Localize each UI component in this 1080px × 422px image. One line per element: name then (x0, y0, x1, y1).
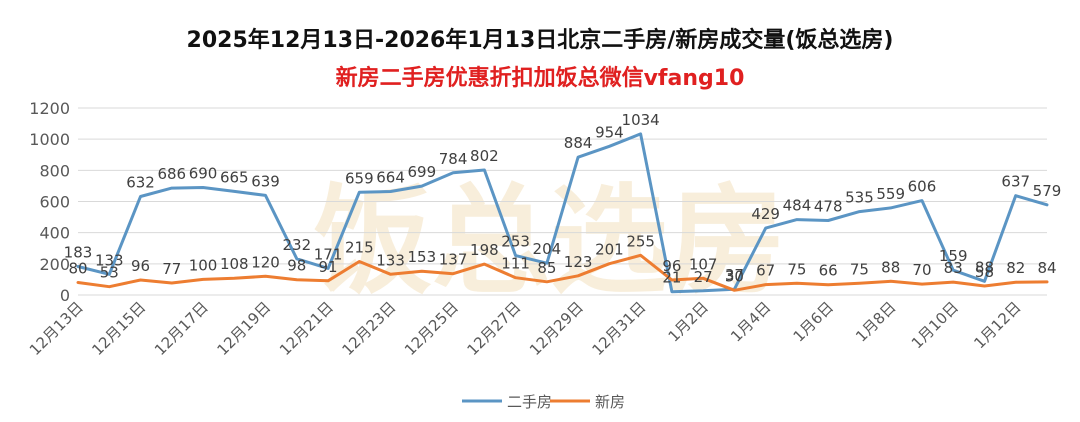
y-tick-label: 800 (39, 161, 70, 180)
data-label: 133 (95, 251, 124, 269)
data-label: 183 (64, 243, 93, 261)
data-label: 478 (814, 198, 843, 216)
data-label: 664 (376, 169, 405, 187)
data-label: 30 (725, 267, 744, 285)
data-label: 232 (282, 236, 311, 254)
data-label: 67 (756, 262, 775, 280)
data-label: 85 (537, 259, 556, 277)
data-label: 665 (220, 168, 249, 186)
data-label: 201 (595, 241, 624, 259)
data-label: 123 (564, 253, 593, 271)
grid (78, 107, 1047, 296)
x-tick-label: 1月6日 (790, 298, 837, 345)
y-tick-label: 400 (39, 224, 70, 243)
data-label: 659 (345, 169, 374, 187)
x-tick-label: 1月12日 (970, 298, 1024, 352)
data-label: 91 (319, 258, 338, 276)
data-label: 429 (751, 205, 780, 223)
legend: 二手房 新房 (462, 393, 625, 411)
chart-title: 2025年12月13日-2026年1月13日北京二手房/新房成交量(饭总选房) (186, 28, 894, 53)
data-label: 58 (975, 263, 994, 281)
series-line-second-hand (76, 132, 1049, 294)
x-tick-label: 12月19日 (213, 298, 274, 359)
data-label: 159 (939, 247, 968, 265)
data-label: 37 (725, 266, 744, 284)
data-label: 75 (850, 260, 869, 278)
data-label: 204 (533, 240, 562, 258)
data-label: 133 (376, 251, 405, 269)
data-label: 137 (439, 251, 468, 269)
data-label: 255 (626, 232, 655, 250)
data-label: 27 (694, 268, 713, 286)
data-label: 107 (689, 255, 718, 273)
data-label: 75 (787, 260, 806, 278)
y-tick-label: 1200 (29, 99, 70, 118)
data-label: 84 (1037, 259, 1056, 277)
x-tick-label: 12月17日 (151, 298, 212, 359)
data-label: 559 (876, 185, 905, 203)
x-tick-label: 12月13日 (26, 298, 87, 359)
data-label: 108 (220, 255, 249, 273)
data-label: 954 (595, 123, 624, 141)
x-tick-label: 1月8日 (852, 298, 899, 345)
y-tick-label: 600 (39, 193, 70, 212)
data-label: 579 (1033, 182, 1062, 200)
data-label: 83 (944, 259, 963, 277)
data-label: 96 (662, 257, 681, 275)
data-label: 535 (845, 189, 874, 207)
data-label: 88 (975, 258, 994, 276)
data-label: 111 (501, 255, 530, 273)
data-label: 82 (1006, 259, 1025, 277)
data-label: 215 (345, 238, 374, 256)
x-tick-label: 12月21日 (276, 298, 337, 359)
data-label: 253 (501, 233, 530, 251)
data-label: 77 (162, 260, 181, 278)
data-label: 70 (912, 261, 931, 279)
y-tick-label: 1000 (29, 130, 70, 149)
y-tick-label: 200 (39, 255, 70, 274)
data-label: 53 (100, 264, 119, 282)
data-label: 637 (1001, 173, 1030, 191)
data-label: 120 (251, 253, 280, 271)
chart-subtitle: 新房二手房优惠折扣加饭总微信vfang10 (335, 66, 745, 91)
series-lines (76, 132, 1049, 294)
data-label: 171 (314, 245, 343, 263)
watermark: 饭总选房 (314, 172, 786, 310)
data-label: 88 (881, 258, 900, 276)
data-label: 80 (68, 260, 87, 278)
data-label: 690 (189, 164, 218, 182)
data-label: 153 (408, 248, 437, 266)
data-label: 699 (408, 163, 437, 181)
legend-label: 二手房 (507, 393, 552, 411)
data-label: 100 (189, 256, 218, 274)
data-label: 198 (470, 241, 499, 259)
data-label: 96 (131, 257, 150, 275)
data-label: 632 (126, 174, 155, 192)
watermark-text: 饭总选房 (314, 172, 786, 310)
y-tick-label: 0 (60, 286, 70, 305)
x-tick-label: 12月15日 (88, 298, 149, 359)
data-label: 484 (783, 197, 812, 215)
x-tick-label: 1月10日 (908, 298, 962, 352)
y-axis: 0 200 400 600 800 1000 1200 (29, 99, 70, 305)
data-label: 606 (908, 178, 937, 196)
data-label: 66 (819, 262, 838, 280)
data-label: 1034 (622, 111, 660, 129)
data-label: 639 (251, 172, 280, 190)
data-label: 98 (287, 257, 306, 275)
data-label: 802 (470, 147, 499, 165)
data-label: 686 (157, 165, 186, 183)
data-label: 21 (662, 269, 681, 287)
legend-label: 新房 (595, 393, 625, 411)
data-label: 784 (439, 150, 468, 168)
data-label: 884 (564, 134, 593, 152)
series-line-new-house (76, 253, 1049, 292)
